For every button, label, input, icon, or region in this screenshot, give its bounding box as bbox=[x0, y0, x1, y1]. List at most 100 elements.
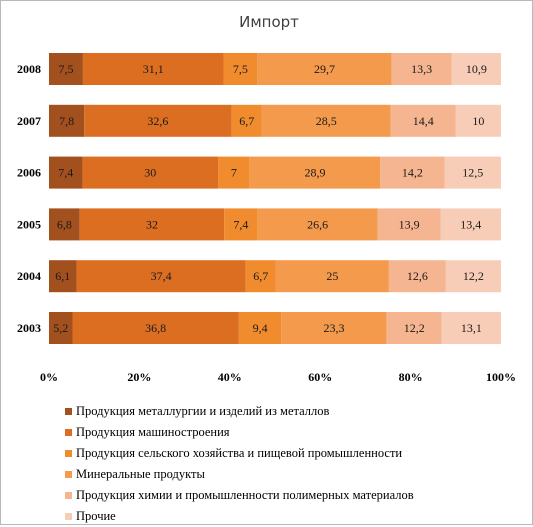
data-label-2008-series-6: 10,9 bbox=[466, 62, 487, 76]
x-axis-labels: 0% 20% 40% 60% 80% 100% bbox=[40, 370, 516, 384]
data-label-2007-series-1: 7,8 bbox=[59, 114, 74, 128]
bar-2008-series-1 bbox=[49, 53, 83, 85]
bar-2003-series-6 bbox=[441, 312, 501, 344]
legend-label: Продукция машиностроения bbox=[76, 425, 230, 439]
data-label-2005-series-3: 7,4 bbox=[233, 217, 248, 231]
data-label-2004-series-2: 37,4 bbox=[151, 269, 172, 283]
bar-2004-series-4 bbox=[275, 260, 389, 293]
bar-2006-series-1 bbox=[49, 156, 83, 189]
bar-2005-series-2 bbox=[79, 208, 225, 241]
data-label-2003-series-1: 5,2 bbox=[53, 321, 68, 335]
legend-swatch bbox=[65, 492, 72, 499]
data-label-2008-series-2: 31,1 bbox=[143, 62, 164, 76]
bar-2004-series-6 bbox=[445, 260, 501, 293]
data-label-2003-series-3: 9,4 bbox=[253, 321, 268, 335]
legend-label: Минеральные продукты bbox=[76, 467, 205, 481]
legend: Продукция металлургии и изделий из метал… bbox=[65, 401, 414, 527]
data-label-2003-series-2: 36,8 bbox=[145, 321, 166, 335]
bar-2008-series-4 bbox=[257, 53, 392, 85]
data-label-2008-series-3: 7,5 bbox=[233, 62, 248, 76]
data-label-2006-series-5: 14,2 bbox=[402, 166, 423, 180]
legend-swatch bbox=[65, 471, 72, 478]
bar-2005-series-1 bbox=[49, 208, 80, 241]
x-tick-label-4: 80% bbox=[399, 370, 423, 384]
bar-2007-series-3 bbox=[231, 104, 262, 137]
x-tick-label-5: 100% bbox=[486, 370, 516, 384]
data-label-2003-series-4: 23,3 bbox=[323, 321, 344, 335]
bar-2004-series-1 bbox=[49, 260, 77, 293]
bar-2006-series-5 bbox=[380, 156, 445, 189]
legend-item-5: Продукция химии и промышленности полимер… bbox=[65, 485, 414, 506]
bar-2008-series-6 bbox=[451, 53, 501, 85]
legend-swatch bbox=[65, 429, 72, 436]
legend-item-6: Прочие bbox=[65, 506, 414, 527]
data-label-2008-series-5: 13,3 bbox=[411, 62, 432, 76]
data-label-2004-series-3: 6,7 bbox=[253, 269, 268, 283]
bar-2007-series-5 bbox=[390, 104, 456, 137]
legend-label: Продукция металлургии и изделий из метал… bbox=[76, 404, 330, 418]
data-label-2005-series-4: 26,6 bbox=[307, 217, 328, 231]
bar-2005-series-5 bbox=[377, 208, 441, 241]
legend-swatch bbox=[65, 450, 72, 457]
y-tick-label-2004: 2004 bbox=[17, 269, 41, 283]
data-label-2007-series-3: 6,7 bbox=[239, 114, 254, 128]
bar-2006-series-6 bbox=[444, 156, 501, 189]
data-label-2003-series-6: 13,1 bbox=[461, 321, 482, 335]
legend-label: Прочие bbox=[76, 509, 116, 523]
data-label-2004-series-4: 25 bbox=[326, 269, 338, 283]
data-label-2007-series-2: 32,6 bbox=[147, 114, 168, 128]
bar-2004-series-2 bbox=[76, 260, 246, 293]
x-tick-label-3: 60% bbox=[308, 370, 332, 384]
y-tick-label-2007: 2007 bbox=[17, 114, 41, 128]
bar-2003-series-1 bbox=[49, 312, 73, 344]
data-label-2005-series-5: 13,9 bbox=[399, 217, 420, 231]
x-tick-label-2: 40% bbox=[218, 370, 242, 384]
data-label-2005-series-2: 32 bbox=[146, 217, 158, 231]
bar-2003-series-2 bbox=[72, 312, 239, 344]
legend-item-1: Продукция металлургии и изделий из метал… bbox=[65, 401, 414, 422]
data-label-2006-series-4: 28,9 bbox=[305, 166, 326, 180]
chart-area: Импорт 5,2 36,8 9,4 23,3 12,2 13,1 6,1 37,4 6,7 2… bbox=[17, 13, 516, 384]
data-label-2005-series-6: 13,4 bbox=[460, 217, 481, 231]
bar-2007-series-6 bbox=[455, 104, 501, 137]
data-label-2007-series-4: 28,5 bbox=[316, 114, 337, 128]
bars-group: 5,2 36,8 9,4 23,3 12,2 13,1 6,1 37,4 6,7 25 12,6 12… bbox=[49, 53, 501, 344]
bar-2006-series-2 bbox=[82, 156, 219, 189]
legend-label: Продукция сельского хозяйства и пищевой … bbox=[76, 446, 403, 460]
y-tick-label-2008: 2008 bbox=[17, 62, 41, 76]
bar-2007-series-1 bbox=[49, 104, 85, 137]
y-tick-label-2005: 2005 bbox=[17, 217, 41, 231]
legend-swatch bbox=[65, 408, 72, 415]
bar-2004-series-5 bbox=[388, 260, 446, 293]
bar-2005-series-6 bbox=[440, 208, 501, 241]
bar-2008-series-3 bbox=[223, 53, 258, 85]
data-label-2005-series-1: 6,8 bbox=[57, 217, 72, 231]
data-label-2008-series-1: 7,5 bbox=[58, 62, 73, 76]
data-label-2006-series-3: 7 bbox=[231, 166, 237, 180]
bar-2007-series-4 bbox=[261, 104, 391, 137]
x-tick-label-0: 0% bbox=[40, 370, 58, 384]
data-label-2007-series-5: 14,4 bbox=[413, 114, 434, 128]
bar-2008-series-5 bbox=[391, 53, 452, 85]
data-label-2003-series-5: 12,2 bbox=[404, 321, 425, 335]
y-axis-labels: 2003 2004 2005 2006 2007 2008 bbox=[17, 62, 41, 335]
y-tick-label-2003: 2003 bbox=[17, 321, 41, 335]
bar-2004-series-3 bbox=[245, 260, 276, 293]
data-label-2004-series-6: 12,2 bbox=[463, 269, 484, 283]
chart-title: Импорт bbox=[239, 13, 299, 31]
data-label-2007-series-6: 10 bbox=[472, 114, 484, 128]
bar-2005-series-4 bbox=[257, 208, 378, 241]
x-tick-label-1: 20% bbox=[127, 370, 151, 384]
legend-item-3: Продукция сельского хозяйства и пищевой … bbox=[65, 443, 414, 464]
data-label-2006-series-2: 30 bbox=[144, 166, 156, 180]
legend-swatch bbox=[65, 513, 72, 520]
data-label-2008-series-4: 29,7 bbox=[314, 62, 335, 76]
legend-label: Продукция химии и промышленности полимер… bbox=[76, 488, 414, 502]
y-tick-label-2006: 2006 bbox=[17, 166, 41, 180]
bar-2005-series-3 bbox=[224, 208, 258, 241]
data-label-2006-series-6: 12,5 bbox=[462, 166, 483, 180]
bar-2003-series-3 bbox=[238, 312, 282, 344]
legend-item-4: Минеральные продукты bbox=[65, 464, 414, 485]
data-label-2006-series-1: 7,4 bbox=[58, 166, 73, 180]
